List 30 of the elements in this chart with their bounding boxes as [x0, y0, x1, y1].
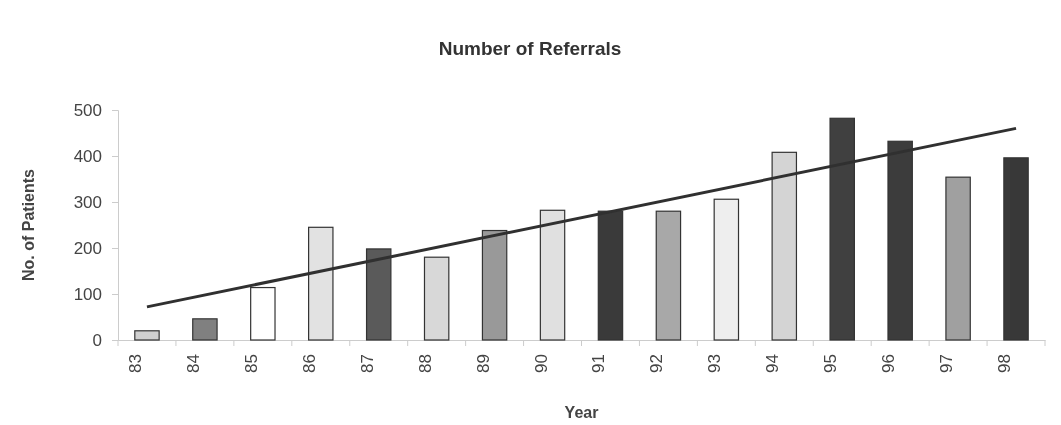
x-tick-label: 91 — [589, 354, 609, 373]
x-tick-label: 95 — [821, 354, 841, 373]
x-tick-label: 87 — [357, 354, 377, 373]
x-tick-label: 86 — [299, 354, 319, 373]
x-tick-label: 92 — [647, 354, 667, 373]
x-tick-label: 88 — [415, 354, 435, 373]
bar — [945, 176, 971, 341]
chart-title: Number of Referrals — [438, 38, 622, 59]
y-tick-label: 500 — [73, 100, 102, 120]
x-tick-label: 90 — [531, 354, 551, 373]
y-tick-label: 300 — [73, 192, 102, 212]
x-tick-label: 97 — [937, 354, 957, 373]
x-tick-label: 85 — [241, 354, 261, 373]
x-tick-label: 96 — [879, 354, 899, 373]
x-tick-label: 83 — [125, 354, 145, 373]
x-axis-title: Year — [564, 404, 599, 421]
x-tick-label: 98 — [995, 354, 1015, 373]
y-axis-title: No. of Patients — [20, 168, 37, 282]
x-tick-label: 84 — [183, 354, 203, 373]
x-tick-label: 93 — [705, 354, 725, 373]
x-tick-label: 89 — [473, 354, 493, 373]
bar — [713, 198, 740, 341]
x-tick-label: 94 — [763, 354, 783, 373]
bar — [655, 210, 682, 341]
bar — [192, 318, 218, 341]
y-tick-label: 400 — [73, 146, 102, 166]
y-tick-label: 100 — [73, 284, 102, 304]
bar — [1003, 157, 1029, 341]
y-tick-label: 0 — [92, 330, 102, 350]
y-tick-label: 200 — [73, 238, 102, 258]
